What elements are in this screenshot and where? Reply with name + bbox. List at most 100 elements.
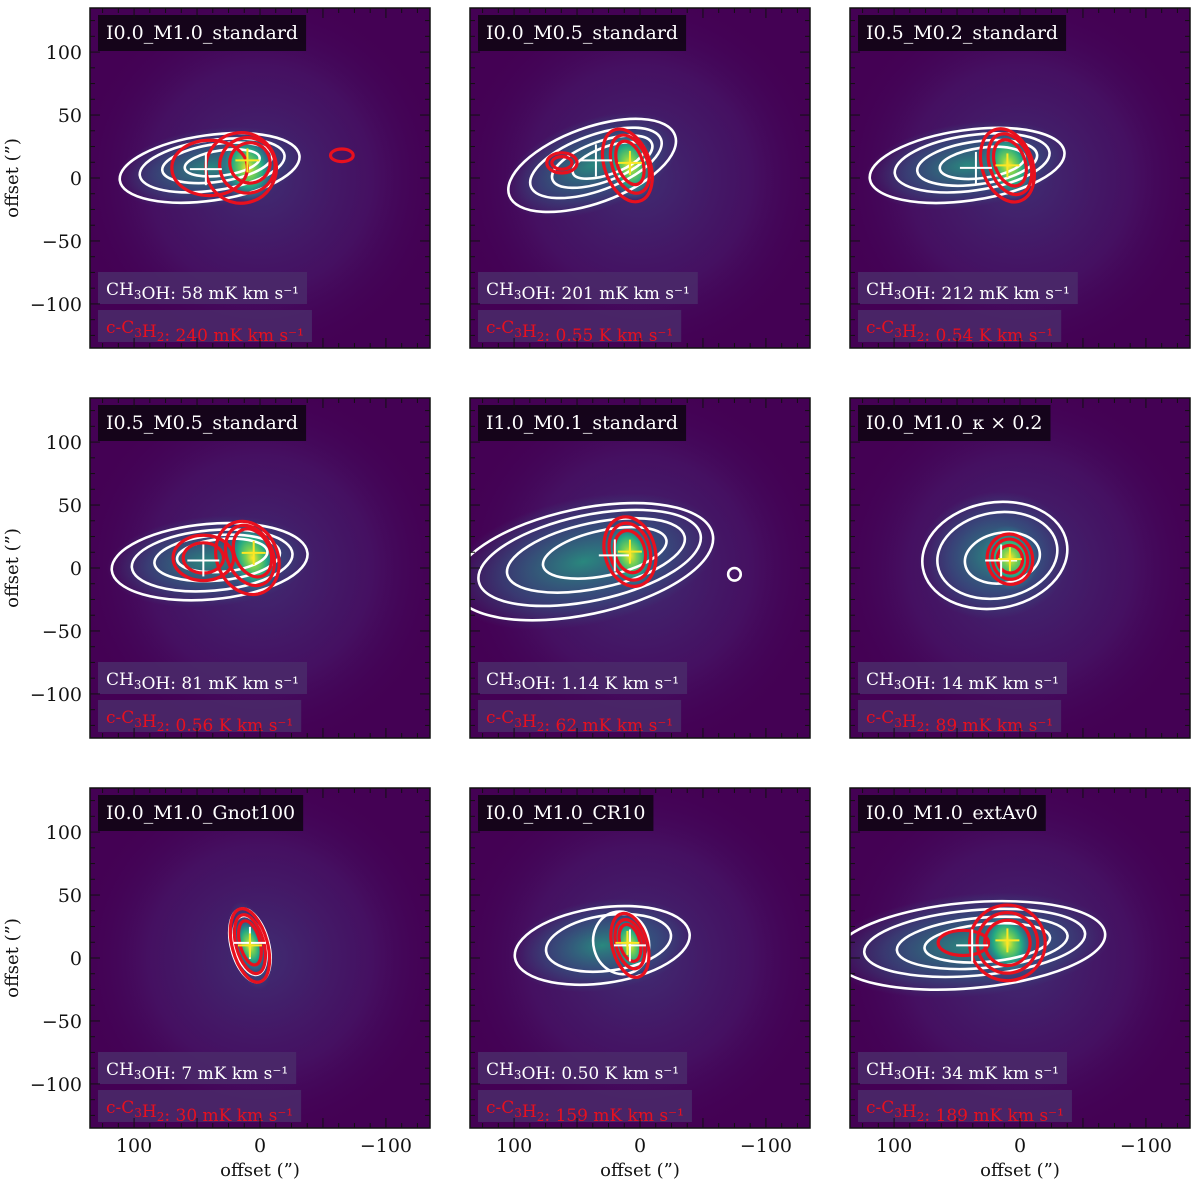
ch3oh-intensity-label: CH3OH: 201 mK km s⁻¹ <box>478 272 698 304</box>
axis-ticks <box>850 398 1190 738</box>
ch3oh-intensity-label: CH3OH: 0.50 K km s⁻¹ <box>478 1052 688 1084</box>
panel: I0.0_M1.0_κ × 0.2 CH3OH: 14 mK km s⁻¹ c-C3… <box>849 397 1191 739</box>
x-axis-label: offset (”) <box>220 1160 300 1181</box>
c3h2-intensity-label: c-C3H2: 89 mK km s⁻¹ <box>858 700 1062 736</box>
y-tick-label: 0 <box>70 948 82 970</box>
y-axis-label: offset (”) <box>2 528 23 608</box>
panel: I0.0_M1.0_CR10 CH3OH: 0.50 K km s⁻¹ c-C3H2… <box>469 787 811 1181</box>
panel-title: I0.0_M0.5_standard <box>478 15 687 51</box>
c3h2-contour <box>602 515 658 588</box>
panel: I0.0_M1.0_Gnot100 CH3OH: 7 mK km s⁻¹ c-C3H… <box>2 787 431 1181</box>
y-axis-label: offset (”) <box>2 918 23 998</box>
ch3oh-intensity-label: CH3OH: 1.14 K km s⁻¹ <box>478 662 688 694</box>
ch3oh-contour <box>470 501 715 622</box>
ch3oh-contour <box>591 910 651 976</box>
c3h2-contour <box>609 911 651 979</box>
c3h2-intensity-label: c-C3H2: 0.55 K km s⁻¹ <box>478 310 682 346</box>
panel-title: I1.0_M0.1_standard <box>478 405 687 441</box>
ch3oh-contour <box>130 528 294 593</box>
ch3oh-contour <box>936 510 1059 601</box>
panel: I0.5_M0.5_standard CH3OH: 81 mK km s⁻¹ c-C… <box>2 397 431 739</box>
axis-ticks <box>470 398 810 738</box>
c3h2-contour <box>607 521 653 582</box>
ch3oh-contour <box>893 132 1051 194</box>
svg-text:I1.0_M0.1_standard: I1.0_M0.1_standard <box>486 412 678 434</box>
ch3oh-contour <box>183 148 261 178</box>
panel-title: I0.5_M0.5_standard <box>98 405 307 441</box>
panel-title: I0.0_M1.0_extAv0 <box>858 795 1046 831</box>
y-tick-label: 50 <box>58 495 82 517</box>
c3h2-contour <box>975 911 1040 975</box>
ch3oh-intensity-label: CH3OH: 58 mK km s⁻¹ <box>98 272 307 304</box>
svg-text:c-C3H2: 159 mK km s⁻¹: c-C3H2: 159 mK km s⁻¹ <box>486 1098 684 1126</box>
c3h2-intensity-label: c-C3H2: 62 mK km s⁻¹ <box>478 700 682 736</box>
ch3oh-contour <box>528 126 663 200</box>
panel: I0.0_M1.0_extAv0 CH3OH: 34 mK km s⁻¹ c-C3H… <box>849 787 1191 1181</box>
y-axis-label: offset (”) <box>2 138 23 218</box>
ch3oh-contour <box>726 566 743 582</box>
ch3oh-intensity-label: CH3OH: 7 mK km s⁻¹ <box>98 1052 297 1084</box>
y-tick-label: 0 <box>70 558 82 580</box>
svg-text:CH3OH: 201 mK km s⁻¹: CH3OH: 201 mK km s⁻¹ <box>486 280 690 304</box>
c3h2-contour <box>985 532 1035 586</box>
c3h2-intensity-label: c-C3H2: 159 mK km s⁻¹ <box>478 1090 692 1126</box>
ch3oh-contour <box>505 516 687 594</box>
y-tick-label: 50 <box>58 885 82 907</box>
c3h2-contour <box>228 141 272 185</box>
x-tick-label: −100 <box>360 1135 412 1157</box>
panel: I0.0_M0.5_standard CH3OH: 201 mK km s⁻¹ c-… <box>469 7 811 349</box>
y-tick-label: −100 <box>30 684 82 706</box>
ch3oh-intensity-label: CH3OH: 34 mK km s⁻¹ <box>858 1052 1067 1084</box>
y-tick-label: 50 <box>58 105 82 127</box>
ch3oh-contour <box>850 899 1107 991</box>
panel: I0.5_M0.2_standard CH3OH: 212 mK km s⁻¹ c-… <box>849 7 1191 349</box>
y-tick-label: 100 <box>46 432 82 454</box>
panel-title: I0.5_M0.2_standard <box>858 15 1067 51</box>
svg-text:I0.0_M0.5_standard: I0.0_M0.5_standard <box>486 22 678 44</box>
axis-ticks <box>90 8 430 348</box>
c3h2-contour <box>218 136 277 195</box>
ch3oh-intensity-label: CH3OH: 14 mK km s⁻¹ <box>858 662 1067 694</box>
c3h2-contour <box>171 533 236 583</box>
c3h2-contour <box>983 918 1032 968</box>
x-tick-label: 0 <box>634 1135 646 1157</box>
svg-text:CH3OH: 0.50 K km s⁻¹: CH3OH: 0.50 K km s⁻¹ <box>486 1060 679 1084</box>
y-tick-label: 100 <box>46 42 82 64</box>
c3h2-contour <box>936 928 991 958</box>
c3h2-contour <box>228 907 272 984</box>
svg-text:I0.0_M1.0_CR10: I0.0_M1.0_CR10 <box>486 802 645 824</box>
svg-text:CH3OH: 14 mK km s⁻¹: CH3OH: 14 mK km s⁻¹ <box>866 670 1059 694</box>
ch3oh-contour <box>915 138 1039 187</box>
c3h2-contour <box>614 139 646 187</box>
panel: I0.0_M1.0_standard CH3OH: 58 mK km s⁻¹ c-C… <box>2 7 431 349</box>
axis-ticks <box>850 788 1190 1128</box>
ch3oh-contour <box>477 508 703 608</box>
svg-text:CH3OH: 81 mK km s⁻¹: CH3OH: 81 mK km s⁻¹ <box>106 670 299 694</box>
ch3oh-contour <box>868 126 1066 205</box>
x-tick-label: −100 <box>1120 1135 1172 1157</box>
ch3oh-contour <box>513 904 691 987</box>
svg-text:I0.5_M0.5_standard: I0.5_M0.5_standard <box>106 412 298 434</box>
svg-text:I0.5_M0.2_standard: I0.5_M0.2_standard <box>866 22 1058 44</box>
panel: I1.0_M0.1_standard CH3OH: 1.14 K km s⁻¹ c-… <box>469 397 811 739</box>
axis-ticks <box>470 788 810 1128</box>
ch3oh-contour <box>862 907 1087 979</box>
ch3oh-contour <box>541 525 668 580</box>
c3h2-contour <box>545 151 579 175</box>
svg-text:c-C3H2: 189 mK km s⁻¹: c-C3H2: 189 mK km s⁻¹ <box>866 1098 1064 1126</box>
x-tick-label: 100 <box>116 1135 152 1157</box>
c3h2-contour <box>214 519 281 597</box>
ch3oh-contour <box>507 117 678 214</box>
y-tick-label: 100 <box>46 822 82 844</box>
panel-title: I0.0_M1.0_κ × 0.2 <box>858 405 1051 441</box>
axis-ticks <box>850 8 1190 348</box>
x-tick-label: 0 <box>1014 1135 1026 1157</box>
c3h2-contour <box>600 127 654 204</box>
c3h2-intensity-label: c-C3H2: 30 mK km s⁻¹ <box>98 1090 302 1126</box>
y-tick-label: −100 <box>30 1074 82 1096</box>
c3h2-contour <box>990 537 1030 581</box>
svg-text:I0.0_M1.0_extAv0: I0.0_M1.0_extAv0 <box>866 802 1038 824</box>
svg-text:I0.0_M1.0_κ × 0.2: I0.0_M1.0_κ × 0.2 <box>866 412 1042 434</box>
c3h2-intensity-label: c-C3H2: 0.56 K km s⁻¹ <box>98 700 302 736</box>
